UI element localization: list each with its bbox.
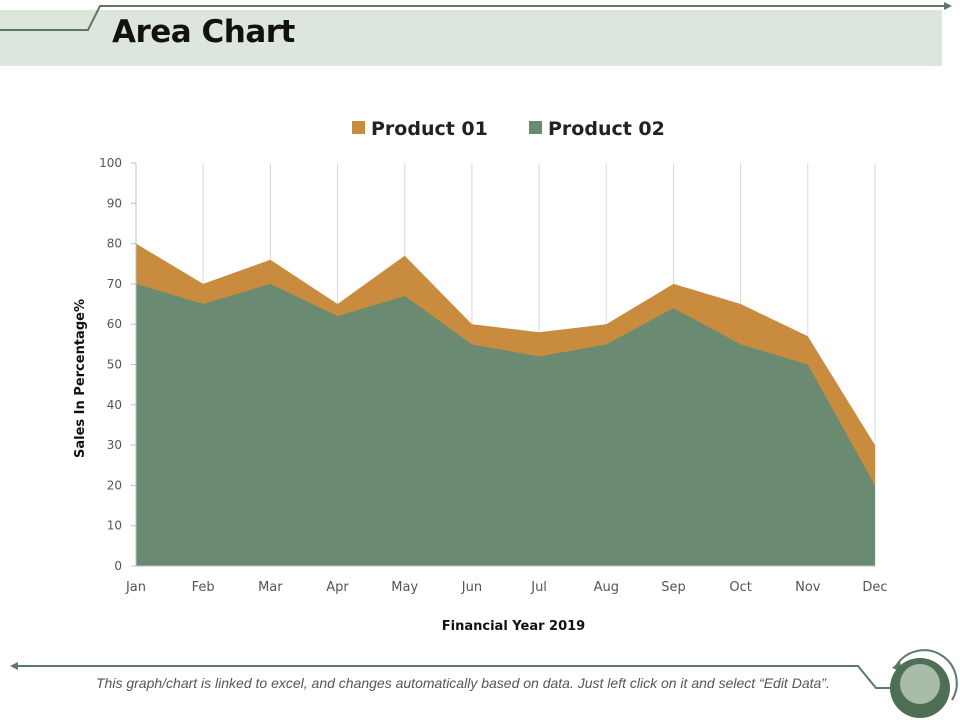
- legend-label: Product 01: [371, 118, 488, 140]
- page-title: Area Chart: [112, 14, 295, 50]
- y-tick-label: 10: [107, 519, 122, 533]
- x-tick-label: Jun: [461, 580, 482, 595]
- x-tick-label: Dec: [862, 580, 887, 595]
- title-band: [0, 10, 942, 66]
- y-tick-label: 50: [107, 358, 122, 372]
- x-tick-label: Oct: [729, 580, 751, 595]
- x-tick-label: Aug: [594, 580, 619, 595]
- y-tick-label: 90: [107, 196, 122, 210]
- x-tick-label: Sep: [661, 580, 686, 595]
- y-tick-label: 100: [99, 156, 122, 170]
- y-tick-label: 80: [107, 237, 122, 251]
- legend-label: Product 02: [548, 118, 665, 140]
- x-tick-label: Jul: [530, 580, 547, 595]
- y-tick-label: 30: [107, 438, 122, 452]
- y-tick-label: 60: [107, 317, 122, 331]
- header-arrow-tip: [944, 2, 952, 10]
- legend-swatch: [352, 121, 365, 134]
- series-area-product-02: [136, 283, 875, 566]
- y-tick-label: 20: [107, 478, 122, 492]
- area-chart: 0 10 20 30 40 50 60 70 80 90 100 Jan Feb Mar Apr May Jun…: [73, 118, 888, 634]
- y-axis-title: Sales In Percentage%: [73, 299, 88, 458]
- legend-swatch: [529, 121, 542, 134]
- x-tick-label: May: [391, 580, 418, 595]
- x-tick-label: Mar: [258, 580, 283, 595]
- y-tick-label: 70: [107, 277, 122, 291]
- x-tick-label: Feb: [192, 580, 215, 595]
- footer-accent-line: [16, 665, 900, 689]
- circular-arrow-icon: [890, 649, 958, 718]
- y-tick-label: 40: [107, 398, 122, 412]
- x-tick-label: Jan: [125, 580, 146, 595]
- x-tick-label: Apr: [326, 580, 349, 595]
- y-tick-label: 0: [114, 559, 122, 573]
- x-axis-title: Financial Year 2019: [442, 619, 585, 634]
- header-accent-line: [0, 5, 946, 31]
- footer-note: This graph/chart is linked to excel, and…: [96, 675, 830, 691]
- footer-arrow-tip: [10, 662, 18, 670]
- x-tick-label: Nov: [795, 580, 821, 595]
